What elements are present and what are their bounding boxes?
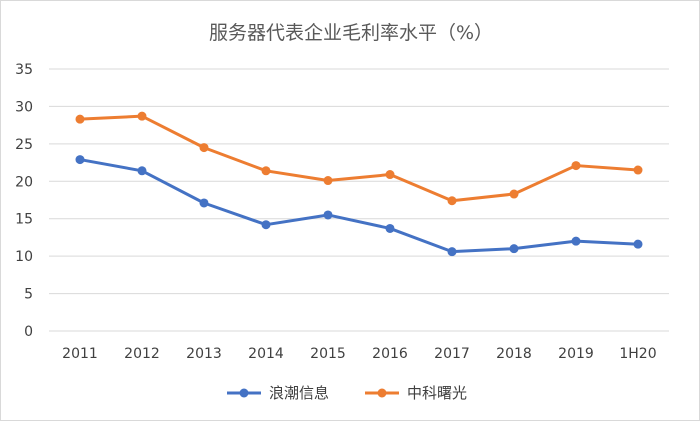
x-tick-label: 2018 [496, 346, 532, 362]
series-line [78, 158, 640, 254]
x-tick-label: 2017 [434, 346, 470, 362]
chart-title: 服务器代表企业毛利率水平（%） [209, 22, 493, 44]
x-tick-label: 2013 [186, 346, 222, 362]
legend-label: 中科曙光 [407, 384, 467, 402]
series-1 [75, 155, 643, 257]
y-tick-label: 10 [15, 249, 33, 265]
x-tick-label: 2011 [62, 346, 98, 362]
data-point [75, 114, 85, 124]
x-tick-label: 2014 [248, 346, 284, 362]
legend-label: 浪潮信息 [269, 384, 329, 402]
y-tick-label: 20 [15, 174, 33, 190]
series-line [78, 114, 640, 203]
x-tick-label: 2016 [372, 346, 408, 362]
data-point [261, 220, 271, 230]
x-axis-tick-labels: 2011 2012 2013 2014 2015 2016 2017 2018 2019 1H20 [62, 346, 656, 362]
data-point [385, 170, 395, 180]
data-point [261, 166, 271, 176]
y-tick-label: 30 [15, 99, 33, 115]
legend-swatch-marker [239, 388, 249, 398]
y-tick-label: 15 [15, 212, 33, 228]
data-point [137, 166, 147, 176]
y-tick-label: 0 [24, 324, 33, 340]
data-point [323, 210, 333, 220]
data-point [633, 239, 643, 249]
y-tick-label: 35 [15, 62, 33, 78]
x-tick-label: 2012 [124, 346, 160, 362]
data-point [385, 223, 395, 233]
series-lines [75, 111, 643, 257]
data-point [633, 165, 643, 175]
legend-item: 浪潮信息 [227, 384, 329, 402]
data-point [447, 247, 457, 257]
data-point [323, 176, 333, 186]
x-tick-label: 2019 [558, 346, 594, 362]
y-tick-label: 25 [15, 137, 33, 153]
series-2 [75, 111, 643, 206]
data-point [571, 236, 581, 246]
legend-swatch-marker [377, 388, 387, 398]
data-point [199, 143, 209, 153]
data-point [571, 161, 581, 171]
data-point [509, 244, 519, 254]
legend: 浪潮信息 中科曙光 [227, 384, 467, 402]
data-point [447, 196, 457, 206]
x-tick-label: 1H20 [619, 346, 656, 362]
grid-lines [49, 68, 669, 332]
y-tick-label: 5 [24, 287, 33, 303]
y-axis-tick-labels: 0 5 10 15 20 25 30 35 [15, 62, 33, 340]
x-tick-label: 2015 [310, 346, 346, 362]
legend-item: 中科曙光 [365, 384, 467, 402]
data-point [509, 189, 519, 199]
data-point [199, 198, 209, 208]
data-point [137, 111, 147, 121]
data-point [75, 155, 85, 165]
